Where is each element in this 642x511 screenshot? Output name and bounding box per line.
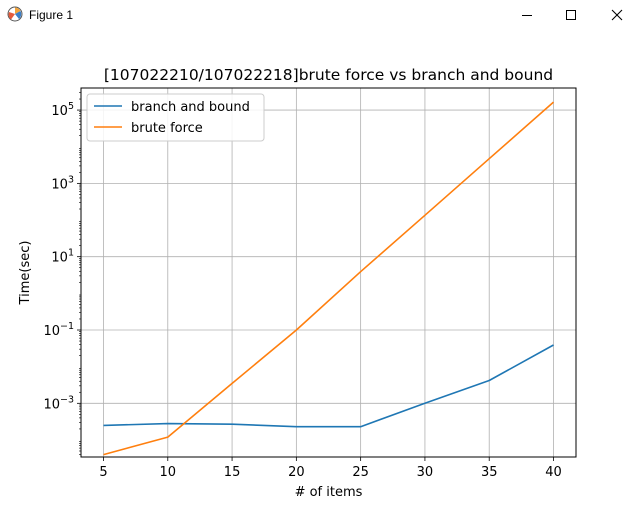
line-chart: 5 10 15 20 25 30 35 40 10−3 10−1 101 103 105 [10702…	[18, 66, 577, 500]
x-tick-label: 25	[352, 465, 369, 480]
y-tick-label: 10−3	[43, 394, 74, 412]
legend-label: brute force	[131, 121, 203, 136]
close-button[interactable]	[594, 0, 640, 30]
minimize-icon	[522, 15, 532, 16]
grid-lines	[81, 88, 576, 457]
series-lines	[103, 101, 555, 456]
series-line-brute-force	[103, 101, 555, 456]
matplotlib-icon	[7, 6, 23, 22]
y-tick-label: 105	[51, 101, 74, 119]
maximize-button[interactable]	[548, 0, 594, 30]
x-ticks: 5 10 15 20 25 30 35 40	[99, 457, 562, 480]
x-tick-label: 20	[288, 465, 305, 480]
window-title: Figure 1	[29, 8, 74, 22]
legend-label: branch and bound	[131, 100, 250, 115]
x-tick-label: 35	[481, 465, 498, 480]
y-axis-label: Time(sec)	[18, 241, 33, 306]
axes-frame	[80, 87, 577, 458]
y-ticks: 10−3 10−1 101 103 105	[43, 92, 81, 455]
x-tick-label: 30	[417, 465, 434, 480]
window-titlebar: Figure 1	[0, 0, 642, 30]
maximize-icon	[566, 10, 576, 20]
chart-title: [107022210/107022218]brute force vs bran…	[104, 66, 553, 84]
close-icon	[611, 9, 623, 21]
y-tick-label: 10−1	[43, 321, 74, 339]
y-tick-label: 101	[51, 248, 74, 266]
x-tick-label: 40	[545, 465, 562, 480]
legend-box	[86, 93, 265, 142]
legend: branch and bound brute force	[86, 93, 265, 142]
x-tick-label: 10	[160, 465, 177, 480]
series-line-branch-and-bound	[103, 344, 554, 428]
chart-area: 5 10 15 20 25 30 35 40 10−3 10−1 101 103 105 [10702…	[0, 30, 642, 511]
x-axis-label: # of items	[295, 485, 363, 500]
minimize-button[interactable]	[504, 0, 550, 30]
x-tick-label: 5	[99, 465, 107, 480]
y-tick-label: 103	[51, 174, 74, 192]
x-tick-label: 15	[224, 465, 241, 480]
